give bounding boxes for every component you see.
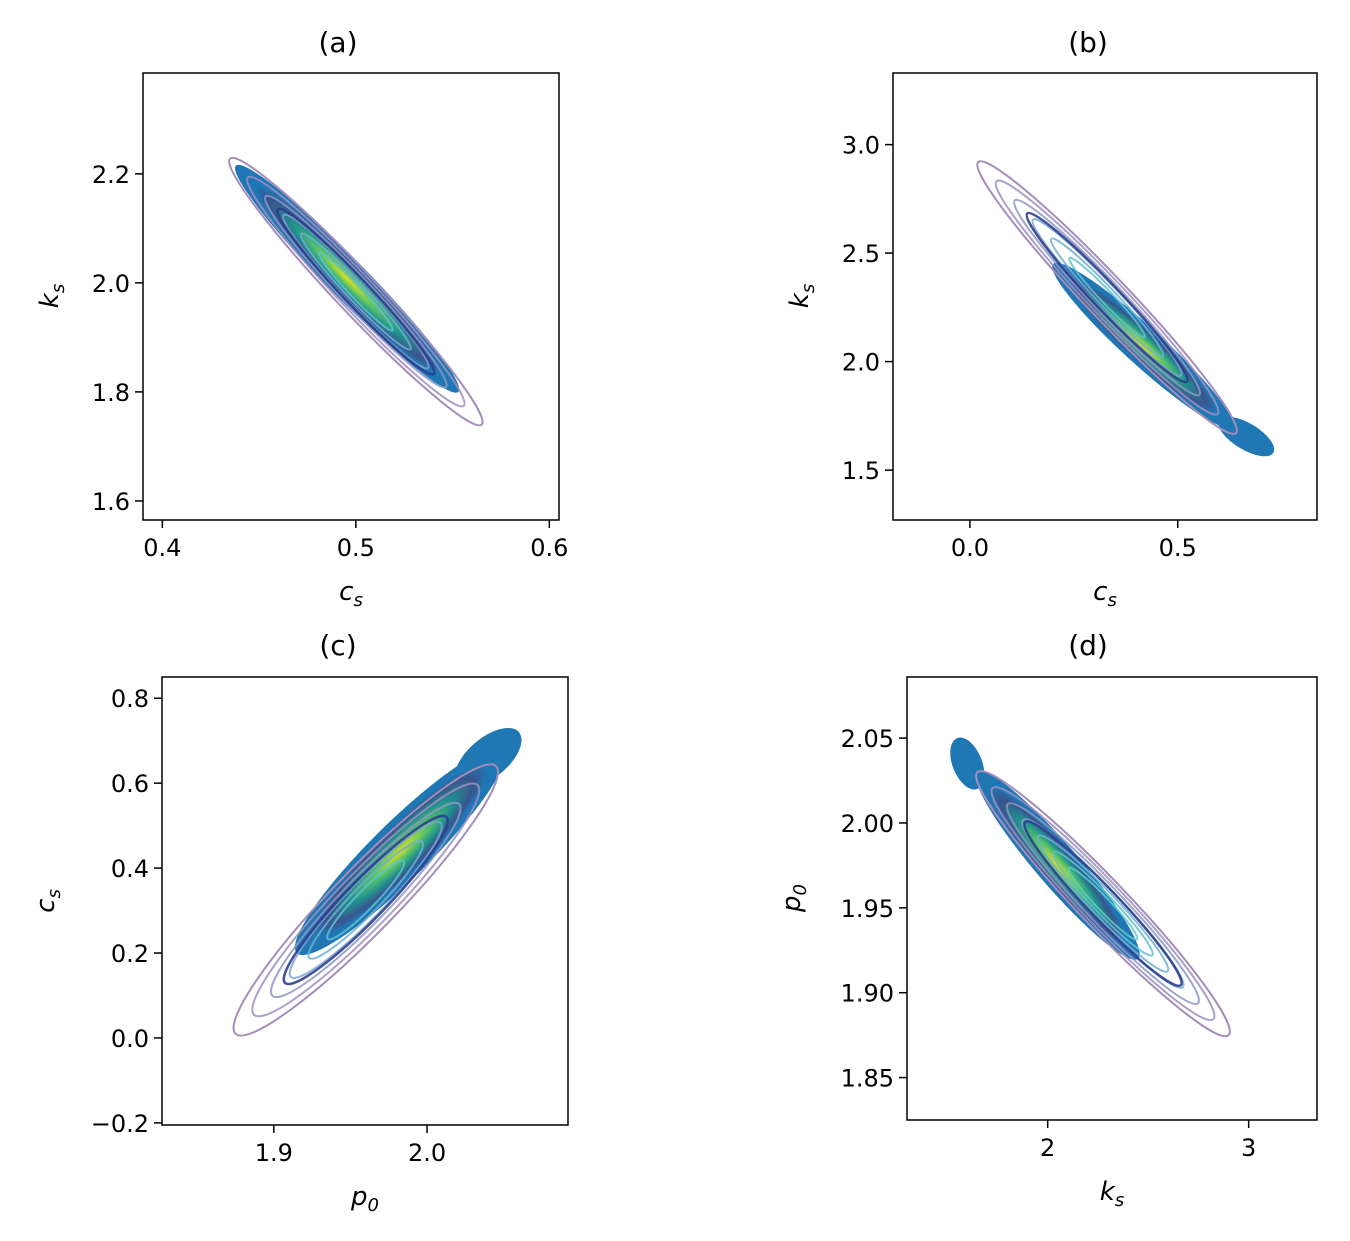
panel-a-contour-5 xyxy=(299,232,412,351)
panel-c-contour-1 xyxy=(232,763,499,1037)
panel-d-contour-7 xyxy=(1067,866,1139,941)
panel-c-contour-6 xyxy=(326,859,406,941)
panel-a-contour-6 xyxy=(317,251,394,332)
panel-c-contour-ring xyxy=(282,814,449,986)
panel-a-plot xyxy=(228,156,484,427)
panel-a-xtick-label: 0.6 xyxy=(530,534,568,562)
panel-d-xtick-label: 3 xyxy=(1241,1134,1256,1162)
panel-b-ylabel: ks xyxy=(785,284,819,308)
panel-b-xtick-label: 0.0 xyxy=(951,534,989,562)
panel-b-frame xyxy=(892,72,1318,521)
panel-c-plot xyxy=(232,727,522,1037)
panel-b-ytick-label: 2.5 xyxy=(842,240,880,268)
panel-d-ticks: 2 3 1.85 1.90 1.95 2.00 2.05 xyxy=(841,725,1257,1162)
panel-d-contour-2 xyxy=(990,786,1216,1022)
panel-d-contour-5 xyxy=(1036,834,1170,973)
panel-a-contour-3 xyxy=(264,194,448,389)
panel-b-ytick-label: 1.5 xyxy=(842,457,880,485)
panel-c-contour-5 xyxy=(307,840,425,960)
panel-b-contour-6 xyxy=(1068,256,1146,339)
panel-d-ytick-label: 1.85 xyxy=(841,1065,894,1093)
panel-c-ylabel: cs xyxy=(31,889,65,913)
panel-d-frame xyxy=(906,676,1318,1121)
panel-b-plot xyxy=(976,160,1275,457)
panel-c-xtick-label: 2.0 xyxy=(408,1139,446,1167)
panel-a-title: (a) xyxy=(318,26,357,59)
panel-d-contour-3 xyxy=(1005,802,1200,1005)
panel-c-xlabel: p0 xyxy=(350,1182,379,1216)
panel-c-ytick-label: 0.0 xyxy=(111,1025,149,1053)
panel-b-contour-2 xyxy=(994,179,1220,416)
panel-b-contour-5 xyxy=(1049,237,1165,358)
panel-c-ytick-label: 0.2 xyxy=(111,940,149,968)
panel-c-ytick-label: 0.6 xyxy=(111,770,149,798)
panel-c-ytick-label: 0.8 xyxy=(111,685,149,713)
panel-a-ylabel: ks xyxy=(35,284,69,308)
panel-c-contour-4 xyxy=(288,820,443,979)
panel-c: (c) 1.9 2.0 −0.2 0.0 0.2 0.4 0.6 0.8 p0 cs xyxy=(31,629,569,1216)
panel-c-contour-3 xyxy=(270,801,462,999)
panel-d-title: (d) xyxy=(1068,629,1108,662)
panel-d-contour-ring xyxy=(1023,820,1183,988)
panel-a-contour-ring xyxy=(276,207,436,376)
panel-d-ytick-label: 2.00 xyxy=(841,810,894,838)
panel-b-xtick-label: 0.5 xyxy=(1159,534,1197,562)
panel-a-ytick-label: 1.8 xyxy=(92,379,130,407)
panel-d-contour-1 xyxy=(975,769,1231,1038)
panel-b-ytick-label: 2.0 xyxy=(842,349,880,377)
panel-a-sample-density xyxy=(255,185,440,373)
panel-a-xtick-label: 0.4 xyxy=(143,534,181,562)
panel-b: (b) 0.0 0.5 1.5 2.0 2.5 3.0 cs ks xyxy=(785,26,1318,611)
panel-c-frame xyxy=(161,676,569,1126)
panel-a-xtick-label: 0.5 xyxy=(337,534,375,562)
panel-d-ytick-label: 1.95 xyxy=(841,895,894,923)
panel-d-ylabel: p0 xyxy=(777,884,811,913)
panel-d: (d) 2 3 1.85 1.90 1.95 2.00 2.05 ks p0 xyxy=(777,629,1318,1211)
panel-a-frame xyxy=(142,72,560,521)
panel-b-ticks: 0.0 0.5 1.5 2.0 2.5 3.0 xyxy=(842,132,1197,562)
panel-d-xlabel: ks xyxy=(1100,1177,1124,1211)
panel-c-ticks: 1.9 2.0 −0.2 0.0 0.2 0.4 0.6 0.8 xyxy=(91,685,446,1167)
panel-b-ytick-label: 3.0 xyxy=(842,132,880,160)
panel-b-title: (b) xyxy=(1068,26,1108,59)
panel-a-ticks: 0.4 0.5 0.6 1.6 1.8 2.0 2.2 xyxy=(92,161,569,562)
panel-d-xtick-label: 2 xyxy=(1040,1134,1055,1162)
panel-a-xlabel: cs xyxy=(339,577,363,611)
panel-a-contour-2 xyxy=(246,175,466,408)
panel-d-ytick-label: 1.90 xyxy=(841,980,894,1008)
panel-c-ytick-label: −0.2 xyxy=(91,1110,149,1138)
panel-b-contour-1 xyxy=(976,160,1238,435)
panel-d-plot xyxy=(950,737,1231,1038)
panel-c-title: (c) xyxy=(319,629,356,662)
panel-c-contour-2 xyxy=(251,782,481,1018)
panel-c-xtick-label: 1.9 xyxy=(255,1139,293,1167)
panel-a-ytick-label: 2.2 xyxy=(92,161,130,189)
panel-b-contour-ring xyxy=(1025,211,1189,384)
panel-b-sample-tail xyxy=(1218,416,1275,457)
panel-a-contour-1 xyxy=(228,156,484,427)
panel-b-xlabel: cs xyxy=(1093,577,1117,611)
panel-b-contour-3 xyxy=(1013,198,1202,397)
panel-a: (a) 0.4 0.5 0.6 1.6 1.8 2.0 2.2 cs ks xyxy=(35,26,568,611)
panel-a-ytick-label: 2.0 xyxy=(92,270,130,298)
panel-d-ytick-label: 2.05 xyxy=(841,725,894,753)
panel-c-ytick-label: 0.4 xyxy=(111,855,149,883)
panel-d-contour-6 xyxy=(1052,850,1154,957)
panel-a-ytick-label: 1.6 xyxy=(92,488,130,516)
